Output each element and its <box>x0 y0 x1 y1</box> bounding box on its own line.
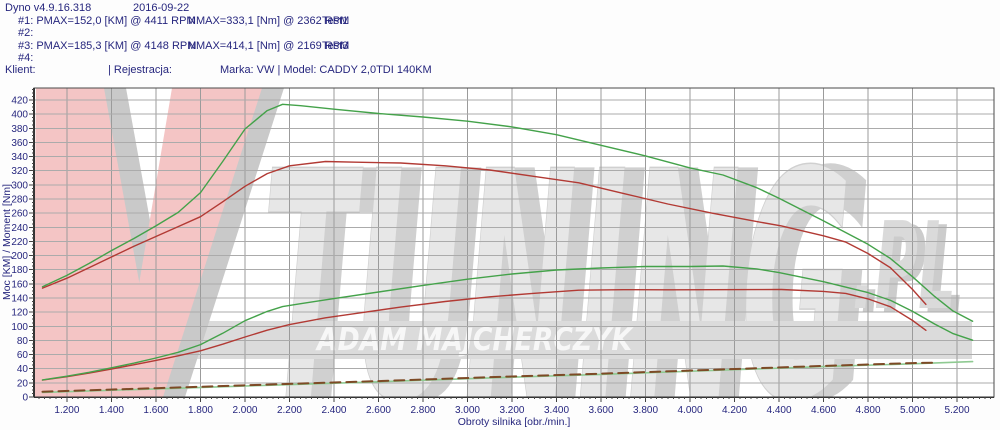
svg-text:3.800: 3.800 <box>633 405 658 416</box>
svg-text:80: 80 <box>17 336 29 347</box>
run3-pmax: #3: PMAX=185,3 [KM] @ 4148 RPM <box>18 40 197 52</box>
svg-text:1.200: 1.200 <box>54 405 79 416</box>
run1-test-label: Test1 <box>322 15 349 27</box>
svg-text:260: 260 <box>11 209 28 220</box>
client-label: Klient: <box>5 64 36 76</box>
svg-text:4.800: 4.800 <box>856 405 881 416</box>
run2-label: #2: <box>18 27 34 39</box>
svg-text:2.400: 2.400 <box>321 405 346 416</box>
svg-text:4.200: 4.200 <box>722 405 747 416</box>
svg-text:1.800: 1.800 <box>188 405 213 416</box>
svg-text:5.000: 5.000 <box>900 405 925 416</box>
svg-text:4.000: 4.000 <box>678 405 703 416</box>
svg-text:380: 380 <box>11 124 28 135</box>
svg-text:140: 140 <box>11 294 28 305</box>
svg-text:180: 180 <box>11 265 28 276</box>
run1-pmax: #1: PMAX=152,0 [KM] @ 4411 RPM <box>18 15 196 27</box>
run4-label: #4: <box>18 52 34 64</box>
grid-layer <box>34 88 994 397</box>
svg-text:220: 220 <box>11 237 28 248</box>
svg-text:160: 160 <box>11 279 28 290</box>
svg-text:240: 240 <box>11 223 28 234</box>
vehicle-info: Marka: VW | Model: CADDY 2,0TDI 140KM <box>220 64 432 76</box>
y-axis-title: Moc [KM] / Moment [Nm] <box>1 184 13 300</box>
svg-text:360: 360 <box>11 138 28 149</box>
x-axis-title: Obroty silnika [obr./min.] <box>458 416 571 428</box>
svg-text:340: 340 <box>11 152 28 163</box>
curve-aux_line_dashed <box>41 361 936 393</box>
run1-nmax: NMAX=333,1 [Nm] @ 2362 RPM <box>188 15 350 27</box>
svg-text:3.400: 3.400 <box>544 405 569 416</box>
svg-text:60: 60 <box>17 350 29 361</box>
axis-ticks <box>29 88 991 402</box>
svg-text:300: 300 <box>11 180 28 191</box>
svg-text:40: 40 <box>17 364 29 375</box>
svg-text:400: 400 <box>11 110 28 121</box>
curve-power_test3 <box>41 265 974 381</box>
curve-torque_test3 <box>41 103 974 322</box>
curve-torque_test1 <box>41 160 927 306</box>
svg-text:100: 100 <box>11 322 28 333</box>
svg-text:320: 320 <box>11 166 28 177</box>
curve-power_test1 <box>41 288 927 381</box>
svg-text:1.400: 1.400 <box>99 405 124 416</box>
run3-nmax: NMAX=414,1 [Nm] @ 2169 RPM <box>188 40 350 52</box>
svg-text:1.600: 1.600 <box>143 405 168 416</box>
svg-text:280: 280 <box>11 195 28 206</box>
svg-text:420: 420 <box>11 96 28 107</box>
svg-text:4.400: 4.400 <box>767 405 792 416</box>
run3-test-label: Test3 <box>322 40 349 52</box>
svg-text:200: 200 <box>11 251 28 262</box>
test-date: 2016-09-22 <box>133 2 190 14</box>
svg-text:5.200: 5.200 <box>945 405 970 416</box>
svg-text:2.600: 2.600 <box>366 405 391 416</box>
registration-label: | Rejestracja: <box>108 64 172 76</box>
svg-text:3.600: 3.600 <box>588 405 613 416</box>
svg-text:0: 0 <box>22 393 28 404</box>
svg-text:3.000: 3.000 <box>455 405 480 416</box>
svg-text:3.200: 3.200 <box>499 405 524 416</box>
svg-text:2.000: 2.000 <box>232 405 257 416</box>
svg-text:2.200: 2.200 <box>277 405 302 416</box>
svg-text:2.800: 2.800 <box>410 405 435 416</box>
app-version: Dyno v4.9.16.318 <box>5 2 92 14</box>
svg-text:4.600: 4.600 <box>811 405 836 416</box>
svg-text:120: 120 <box>11 308 28 319</box>
svg-text:20: 20 <box>17 378 29 389</box>
svg-text:.PL: .PL <box>860 202 964 341</box>
axes-layer: 1.200 1.400 1.600 1.800 2.000 2.200 2.400 2.600… <box>1 87 995 428</box>
watermark-pl-text: .PL <box>852 198 956 337</box>
curves-layer <box>41 103 974 394</box>
axis-tick-labels: 1.200 1.400 1.600 1.800 2.000 2.200 2.400 2.600… <box>11 96 970 416</box>
